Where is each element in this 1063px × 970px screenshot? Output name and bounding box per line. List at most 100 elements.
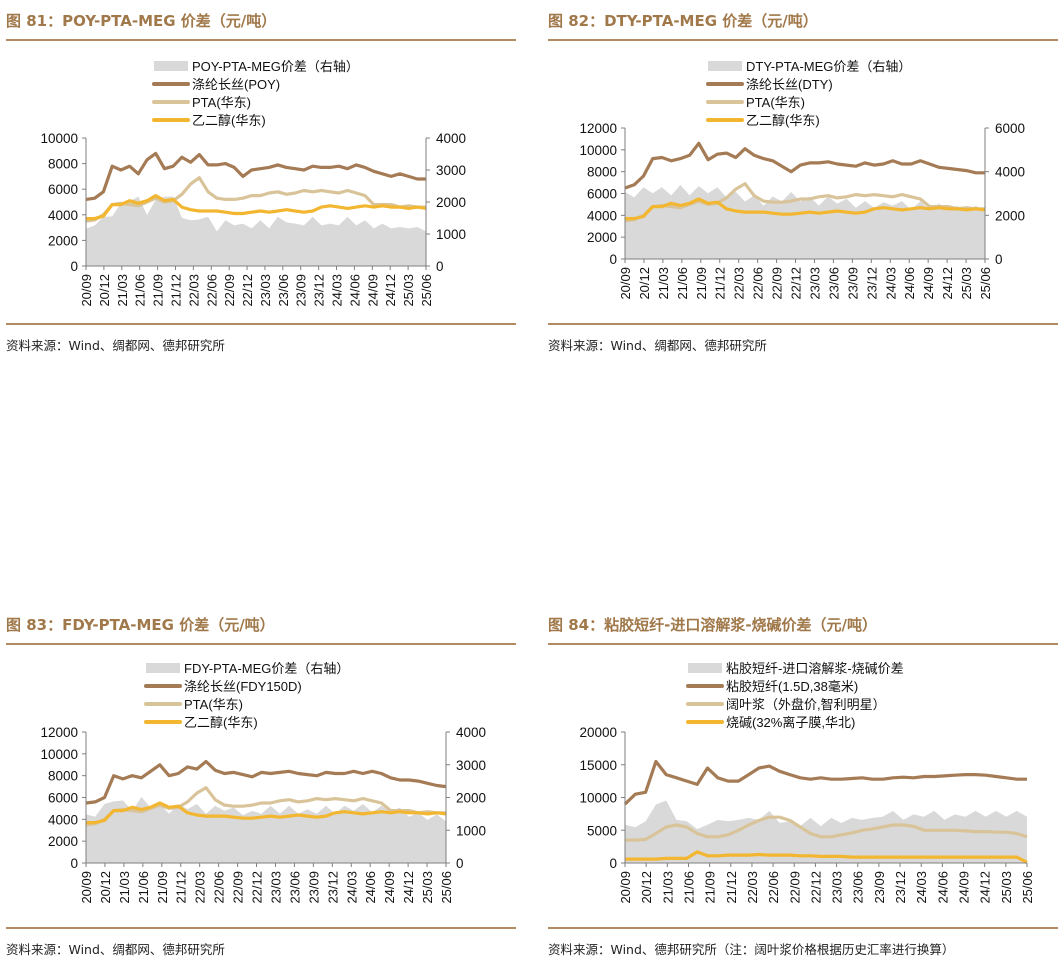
x-tick-label: 24/09 — [921, 267, 936, 300]
legend-label: 烧碱(32%离子膜,华北) — [726, 715, 855, 730]
series-line — [85, 151, 426, 201]
x-tick-label: 23/12 — [312, 274, 327, 307]
x-tick-label: 22/12 — [240, 274, 255, 307]
x-tick-label: 20/09 — [79, 274, 94, 307]
y-left-tick-label: 6000 — [587, 187, 617, 202]
x-tick-label: 24/09 — [957, 871, 972, 904]
legend-label: 乙二醇(华东) — [192, 113, 266, 128]
series-line — [624, 182, 985, 223]
x-tick-label: 24/03 — [344, 871, 359, 904]
x-tick-label: 21/06 — [136, 871, 151, 904]
y-right-tick-label: 4000 — [456, 725, 486, 740]
y-left-tick-label: 4000 — [48, 812, 78, 827]
x-tick-label: 21/12 — [724, 871, 739, 904]
y-left-tick-label: 5000 — [587, 823, 617, 838]
y-left-tick-label: 10000 — [40, 747, 78, 762]
y-left-tick-label: 8000 — [48, 769, 78, 784]
legend-label: POY-PTA-MEG价差（右轴） — [192, 59, 359, 74]
x-tick-label: 23/09 — [872, 871, 887, 904]
figure-81-top-rule — [6, 39, 516, 41]
figure-84-source: 资料来源：Wind、德邦研究所（注：阔叶浆价格根据历史汇率进行换算） — [548, 942, 955, 957]
x-tick-label: 22/12 — [250, 871, 265, 904]
series-line — [625, 197, 986, 221]
y-right-tick-label: 3000 — [436, 163, 466, 178]
y-left-tick-label: 10000 — [579, 791, 617, 806]
figure-83-source: 资料来源：Wind、绸都网、德邦研究所 — [6, 942, 225, 957]
legend-label: 粘胶短纤-进口溶解浆-烧碱价差 — [726, 661, 904, 676]
x-tick-label: 20/09 — [618, 871, 633, 904]
x-tick-label: 22/06 — [204, 274, 219, 307]
y-left-tick-label: 4000 — [587, 208, 617, 223]
x-tick-label: 24/06 — [935, 871, 950, 904]
legend-label: PTA(华东) — [192, 95, 251, 110]
y-right-tick-label: 1000 — [456, 823, 486, 838]
x-tick-label: 22/12 — [808, 871, 823, 904]
figure-81-chart: POY-PTA-MEG价差（右轴） 涤纶长丝(POY) PTA(华东) 乙二醇(华东)… — [40, 59, 466, 307]
x-tick-label: 22/03 — [745, 871, 760, 904]
x-tick-label: 24/03 — [914, 871, 929, 904]
x-tick-label: 23/03 — [830, 871, 845, 904]
legend-label: DTY-PTA-MEG价差（右轴） — [746, 59, 911, 74]
x-tick-label: 22/03 — [186, 274, 201, 307]
x-tick-label: 23/06 — [826, 267, 841, 300]
legend-label: 涤纶长丝(FDY150D) — [184, 679, 302, 694]
figure-84-top-rule — [548, 643, 1058, 645]
x-tick-label: 21/06 — [675, 267, 690, 300]
legend-swatch-area — [146, 663, 180, 673]
x-tick-label: 23/09 — [294, 274, 309, 307]
figure-81: 图 81：POY-PTA-MEG 价差（元/吨） POY-PTA-MEG价差（右… — [6, 10, 516, 360]
figure-81-source: 资料来源：Wind、绸都网、德邦研究所 — [6, 338, 225, 353]
figure-83: 图 83：FDY-PTA-MEG 价差（元/吨） FDY-PTA-MEG价差（右… — [6, 614, 516, 964]
x-tick-label: 21/12 — [174, 871, 189, 904]
y-left-tick-label: 12000 — [579, 121, 617, 136]
x-tick-label: 22/03 — [193, 871, 208, 904]
x-tick-label: 25/06 — [1020, 871, 1035, 904]
legend-label: 粘胶短纤(1.5D,38毫米) — [726, 679, 858, 694]
y-left-tick-label: 2000 — [48, 233, 78, 248]
x-tick-label: 21/06 — [681, 871, 696, 904]
y-right-tick-label: 1000 — [436, 227, 466, 242]
x-tick-label: 24/06 — [347, 274, 362, 307]
series-line — [625, 850, 1028, 864]
series-line — [625, 815, 1028, 842]
x-tick-label: 25/06 — [419, 274, 434, 307]
x-tick-label: 20/12 — [98, 871, 113, 904]
x-tick-label: 23/09 — [845, 267, 860, 300]
y-right-tick-label: 0 — [995, 252, 1003, 267]
y-right-tick-label: 2000 — [436, 195, 466, 210]
x-tick-label: 21/09 — [694, 267, 709, 300]
x-tick-label: 21/12 — [713, 267, 728, 300]
legend-label: 涤纶长丝(DTY) — [746, 77, 833, 92]
y-left-tick-label: 0 — [609, 252, 617, 267]
x-tick-label: 24/03 — [883, 267, 898, 300]
x-tick-label: 21/12 — [168, 274, 183, 307]
x-tick-label: 23/06 — [287, 871, 302, 904]
figure-82-title: 图 82：DTY-PTA-MEG 价差（元/吨） — [548, 12, 818, 30]
x-tick-label: 21/09 — [155, 871, 170, 904]
y-right-tick-label: 0 — [456, 856, 464, 871]
y-right-tick-label: 3000 — [456, 758, 486, 773]
series-area — [86, 797, 446, 863]
x-tick-label: 22/06 — [751, 267, 766, 300]
x-tick-label: 23/06 — [851, 871, 866, 904]
x-tick-label: 23/06 — [276, 274, 291, 307]
x-tick-label: 21/03 — [115, 274, 130, 307]
x-tick-label: 24/12 — [401, 871, 416, 904]
x-tick-label: 22/12 — [789, 267, 804, 300]
figure-81-bottom-rule — [6, 323, 516, 325]
x-tick-label: 25/03 — [959, 267, 974, 300]
x-tick-label: 24/09 — [382, 871, 397, 904]
x-tick-label: 21/03 — [660, 871, 675, 904]
y-left-tick-label: 2000 — [48, 834, 78, 849]
x-tick-label: 22/03 — [732, 267, 747, 300]
x-tick-label: 22/06 — [212, 871, 227, 904]
legend-label: 涤纶长丝(POY) — [192, 77, 280, 92]
legend-label: PTA(华东) — [746, 95, 805, 110]
x-tick-label: 21/03 — [117, 871, 132, 904]
series-line — [86, 194, 427, 221]
series-line — [85, 176, 426, 223]
y-right-tick-label: 6000 — [995, 121, 1025, 136]
y-right-tick-label: 4000 — [436, 131, 466, 146]
x-tick-label: 25/03 — [420, 871, 435, 904]
x-tick-label: 25/03 — [401, 274, 416, 307]
